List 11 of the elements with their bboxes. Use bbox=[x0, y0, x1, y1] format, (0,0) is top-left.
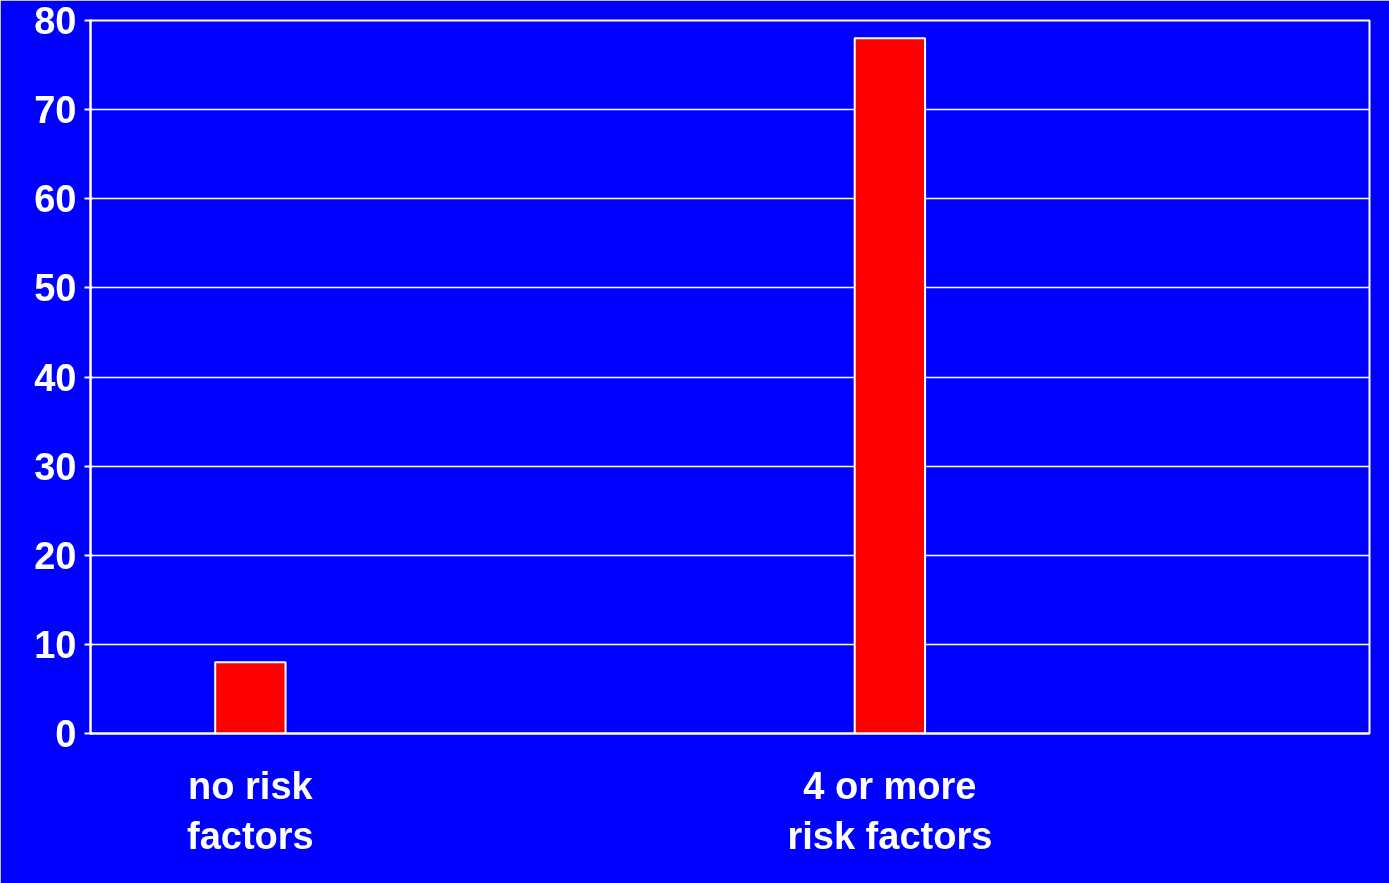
y-tick-label: 70 bbox=[34, 89, 77, 132]
x-tick-label: no risk factors bbox=[187, 764, 314, 857]
y-tick-label: 0 bbox=[55, 713, 77, 755]
y-tick-label: 40 bbox=[34, 356, 77, 399]
y-tick-label: 30 bbox=[34, 445, 77, 488]
y-tick-label: 50 bbox=[34, 267, 77, 310]
y-tick-label: 60 bbox=[34, 178, 77, 221]
y-tick-label: 20 bbox=[34, 534, 77, 577]
y-tick-label: 10 bbox=[34, 623, 77, 666]
x-tick-label: 4 or more risk factors bbox=[787, 764, 993, 857]
y-tick-label: 80 bbox=[34, 0, 77, 42]
